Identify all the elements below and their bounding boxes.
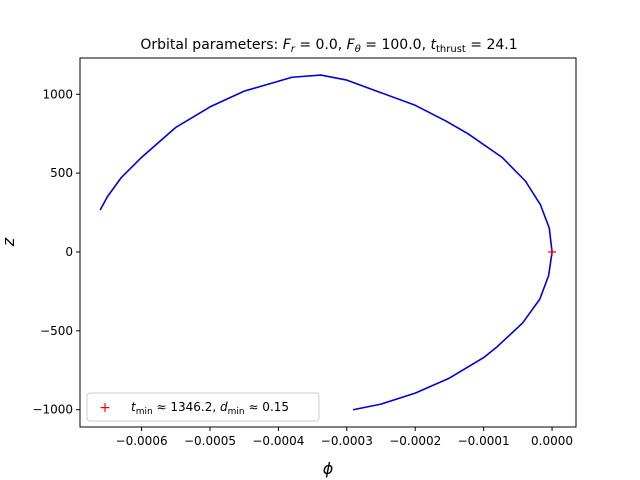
x-tick-label: −0.0002 <box>389 434 441 448</box>
x-tick-label: −0.0001 <box>458 434 510 448</box>
x-axis-ticks: −0.0006 −0.0005 −0.0004 −0.0003 −0.0002 −0.00… <box>116 427 573 448</box>
legend-entry-label: tmin ≈ 1346.2, dmin ≈ 0.15 <box>131 400 289 417</box>
orbit-trajectory-line-1 <box>352 251 553 411</box>
y-tick-label: 500 <box>50 166 73 180</box>
x-tick-label: −0.0003 <box>321 434 373 448</box>
y-axis-label: z <box>0 237 18 247</box>
legend: + tmin ≈ 1346.2, dmin ≈ 0.15 <box>86 392 320 422</box>
x-tick-label: −0.0005 <box>184 434 236 448</box>
y-tick-label: −1000 <box>32 403 73 417</box>
x-axis-label: ϕ <box>323 459 334 478</box>
x-tick-label: 0.0000 <box>531 434 573 448</box>
series-layer <box>99 74 557 411</box>
x-tick-label: −0.0004 <box>252 434 304 448</box>
legend-marker-plus: + <box>99 400 111 416</box>
legend-box <box>86 392 320 422</box>
y-axis-ticks: −1000 −500 0 500 1000 <box>32 87 80 417</box>
plot-frame <box>79 57 577 428</box>
y-tick-label: −500 <box>40 324 73 338</box>
orbit-trajectory-line-0 <box>99 74 553 253</box>
x-tick-label: −0.0006 <box>116 434 168 448</box>
chart-title: Orbital parameters: Fr = 0.0, Fθ = 100.0… <box>140 37 517 55</box>
y-tick-label: 0 <box>65 245 73 259</box>
closest-approach-marker <box>548 247 557 256</box>
y-tick-label: 1000 <box>42 87 73 101</box>
